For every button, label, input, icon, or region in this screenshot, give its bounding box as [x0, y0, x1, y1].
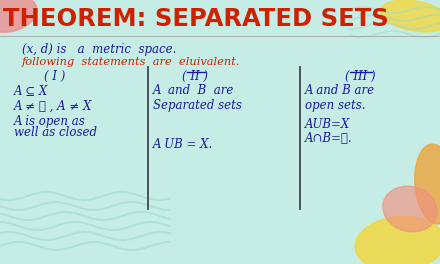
Ellipse shape — [415, 144, 440, 224]
Text: (x, d) is   a  metric  space.: (x, d) is a metric space. — [22, 43, 176, 55]
Ellipse shape — [355, 216, 440, 264]
Ellipse shape — [381, 0, 440, 32]
Ellipse shape — [0, 0, 37, 32]
Text: open sets.: open sets. — [305, 100, 366, 112]
Text: well as closed: well as closed — [14, 126, 97, 139]
Text: following  statements  are  eluivalent.: following statements are eluivalent. — [22, 57, 241, 67]
Text: A and B are: A and B are — [305, 84, 375, 97]
Text: A is open as: A is open as — [14, 115, 86, 128]
Text: A  and  B  are: A and B are — [153, 84, 235, 97]
Text: ( I ): ( I ) — [44, 69, 66, 82]
Text: A∩B=∅.: A∩B=∅. — [305, 133, 352, 145]
Text: A ⊆ X: A ⊆ X — [14, 84, 48, 97]
Text: THEOREM: SEPARATED SETS: THEOREM: SEPARATED SETS — [3, 7, 389, 31]
Text: AUB=X: AUB=X — [305, 117, 350, 130]
Text: ( II ): ( II ) — [182, 69, 208, 82]
Text: Separated sets: Separated sets — [153, 100, 242, 112]
Text: A UB = X.: A UB = X. — [153, 138, 213, 150]
Text: A ≠ ∅ , A ≠ X: A ≠ ∅ , A ≠ X — [14, 100, 92, 112]
Text: ( III ): ( III ) — [345, 69, 375, 82]
Ellipse shape — [383, 186, 437, 232]
